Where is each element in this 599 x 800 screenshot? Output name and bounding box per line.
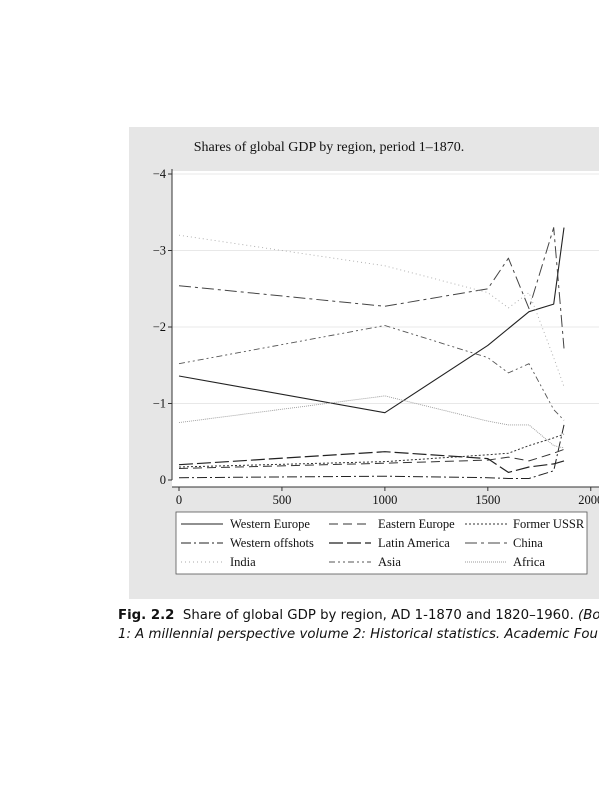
caption-line-1: Fig. 2.2 Share of global GDP by region, … [118, 606, 599, 625]
series-line-africa [178, 395, 565, 449]
caption-source-start: (Bo [578, 608, 599, 623]
x-tick-label: 1500 [475, 493, 500, 507]
legend-label-western-offshots: Western offshots [230, 536, 314, 550]
series-line-western-offshots [178, 424, 565, 479]
y-tick-label: −2 [153, 320, 166, 334]
figure-caption: Fig. 2.2 Share of global GDP by region, … [118, 606, 599, 644]
y-tick-label: 0 [160, 473, 166, 487]
plot-area [172, 171, 599, 487]
y-tick-label: −1 [153, 397, 166, 411]
y-tick-label: −3 [153, 244, 166, 258]
x-tick-label: 1000 [372, 493, 397, 507]
x-tick-label: 500 [273, 493, 292, 507]
axes: 0 −1 −2 −3 −4 0 500 1000 1500 2000 [153, 167, 599, 507]
legend: Western Europe Eastern Europe Former USSR W… [181, 517, 585, 569]
series-line-india [178, 234, 565, 387]
series-line-western-europe [178, 227, 565, 414]
line-chart: 0 −1 −2 −3 −4 0 500 1000 1500 2000 Western Europe… [153, 167, 599, 575]
series-line-latin-america [178, 451, 565, 473]
legend-label-africa: Africa [513, 555, 545, 569]
legend-label-western-europe: Western Europe [230, 517, 310, 531]
series-line-china [178, 227, 565, 349]
caption-line-2: 1: A millennial perspective volume 2: Hi… [118, 627, 598, 642]
legend-label-eastern-europe: Eastern Europe [378, 517, 455, 531]
grid [172, 173, 599, 404]
x-tick-label: 0 [176, 493, 182, 507]
caption-label: Fig. 2.2 [118, 608, 175, 623]
y-tick-label: −4 [153, 167, 167, 181]
x-tick-label: 2000 [578, 493, 599, 507]
series [178, 227, 565, 479]
legend-label-india: India [230, 555, 256, 569]
series-line-former-ussr [178, 433, 565, 468]
caption-text: Share of global GDP by region, AD 1-1870… [182, 608, 574, 623]
series-line-eastern-europe [178, 448, 565, 469]
legend-label-china: China [513, 536, 543, 550]
chart-title: Shares of global GDP by region, period 1… [193, 140, 465, 155]
series-line-asia [178, 325, 565, 421]
legend-label-asia: Asia [378, 555, 401, 569]
legend-box [175, 511, 588, 575]
legend-label-latin-america: Latin America [378, 536, 450, 550]
legend-label-former-ussr: Former USSR [513, 517, 585, 531]
